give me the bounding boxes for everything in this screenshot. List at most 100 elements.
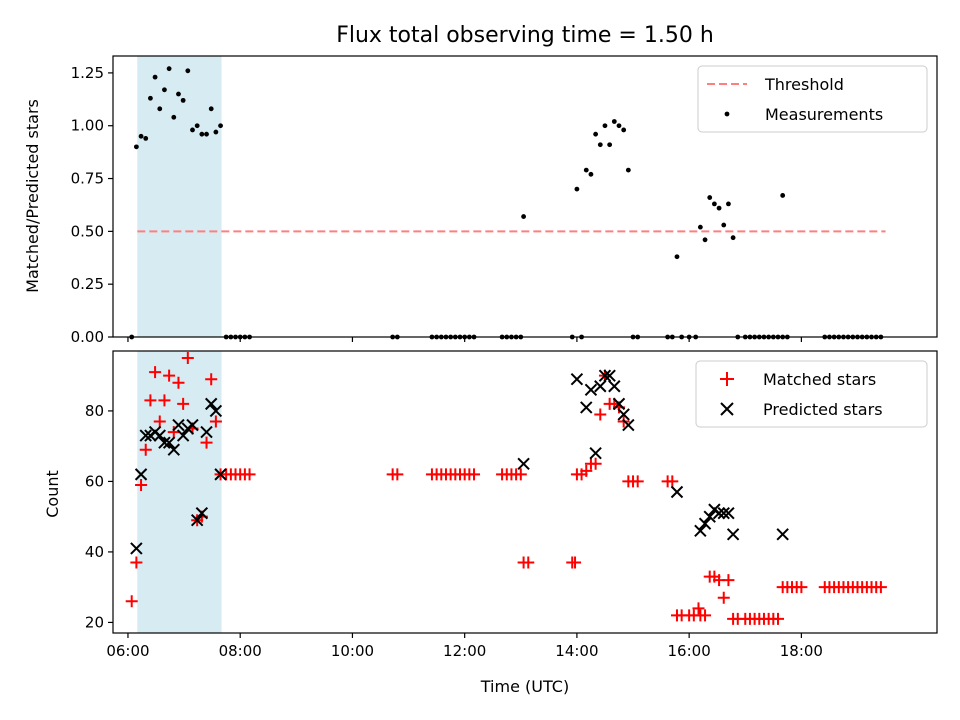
x-axis-label: Time (UTC) (480, 677, 569, 696)
data-point (694, 524, 707, 537)
data-point (580, 401, 593, 414)
x-tick-label: 16:00 (668, 642, 711, 660)
data-point (130, 556, 143, 569)
data-point (776, 528, 789, 541)
data-point (621, 127, 627, 133)
data-point (125, 595, 138, 608)
data-point (208, 106, 214, 112)
data-point (204, 131, 209, 137)
axes-frame (112, 350, 938, 634)
data-point (589, 447, 602, 460)
data-point (139, 443, 152, 456)
shaded-observing-span (137, 351, 222, 633)
data-point (611, 119, 617, 124)
data-point (602, 123, 608, 129)
data-point (149, 366, 162, 379)
data-point (199, 131, 205, 137)
y-tick-label: 0.00 (71, 328, 104, 346)
data-point (172, 376, 185, 389)
data-point (218, 123, 223, 129)
data-point (468, 468, 481, 481)
data-point (152, 74, 158, 80)
data-point (692, 602, 705, 615)
data-point (209, 404, 223, 418)
data-point (134, 468, 148, 481)
data-point (716, 205, 722, 211)
data-point (702, 237, 708, 243)
data-point (162, 87, 167, 93)
data-point (157, 106, 163, 112)
data-point (612, 397, 626, 411)
data-point (717, 591, 730, 604)
series-predicted-stars (130, 369, 789, 555)
y-tick-label: 60 (85, 472, 104, 490)
data-point (722, 506, 735, 520)
data-point (158, 436, 171, 449)
data-point (517, 457, 530, 471)
data-point (158, 394, 171, 407)
data-point (726, 528, 740, 541)
data-point (144, 394, 157, 407)
x-tick-label: 18:00 (780, 642, 823, 660)
data-point (607, 142, 613, 148)
data-point (780, 193, 786, 198)
y-tick-label: 0.75 (71, 170, 104, 188)
data-point (521, 214, 526, 219)
data-point (703, 510, 716, 523)
data-point (574, 186, 580, 192)
data-point (697, 224, 703, 230)
data-point (163, 369, 176, 382)
data-point (570, 372, 584, 386)
data-point (711, 201, 717, 207)
data-point (190, 127, 195, 133)
legend-measurements-swatch (724, 111, 730, 117)
data-point (167, 443, 181, 456)
axes-frame (112, 55, 938, 338)
data-point (722, 574, 735, 587)
y-tick-label: 0.25 (71, 275, 104, 293)
legend-threshold-label: Threshold (764, 75, 844, 94)
data-point (569, 556, 582, 569)
data-point (135, 478, 148, 491)
data-point (195, 506, 209, 520)
data-point (674, 254, 680, 260)
bottom-axes: 06:00 08:00 10:00 12:00 14:00 16:00 18:00 20 40 6… (85, 350, 938, 660)
legend-predicted-swatch (720, 402, 734, 416)
data-point (589, 457, 602, 470)
data-point (162, 436, 176, 449)
data-point (167, 426, 180, 439)
shaded-observing-span (137, 56, 222, 337)
data-point (580, 464, 593, 477)
top-y-axis-label: Matched/Predicted stars (23, 99, 42, 293)
data-point (698, 517, 712, 530)
data-point (166, 66, 172, 72)
data-point (177, 397, 190, 410)
data-point (721, 222, 727, 228)
top-axes: 0.00 0.25 0.50 0.75 1.00 1.25 (71, 55, 938, 346)
data-point (185, 68, 191, 74)
y-tick-label: 1.00 (71, 117, 104, 135)
legend-measurements-label: Measurements (765, 105, 883, 124)
data-point (625, 167, 631, 173)
data-point (391, 468, 404, 481)
data-point (616, 123, 622, 129)
data-point (176, 91, 181, 97)
chart-title: Flux total observing time = 1.50 h (336, 23, 714, 48)
data-point (200, 436, 213, 449)
data-point (622, 418, 635, 432)
data-point (588, 171, 594, 177)
data-point (214, 468, 227, 481)
data-point (874, 581, 887, 594)
data-point (205, 373, 218, 386)
x-tick-label: 08:00 (219, 642, 262, 660)
data-point (180, 97, 186, 103)
y-tick-label: 20 (85, 613, 104, 631)
data-point (795, 581, 808, 594)
data-point (717, 506, 730, 520)
bottom-y-axis-label: Count (43, 470, 62, 518)
data-point (130, 542, 143, 555)
data-point (148, 95, 153, 101)
data-point (584, 383, 598, 396)
data-point (213, 129, 219, 135)
